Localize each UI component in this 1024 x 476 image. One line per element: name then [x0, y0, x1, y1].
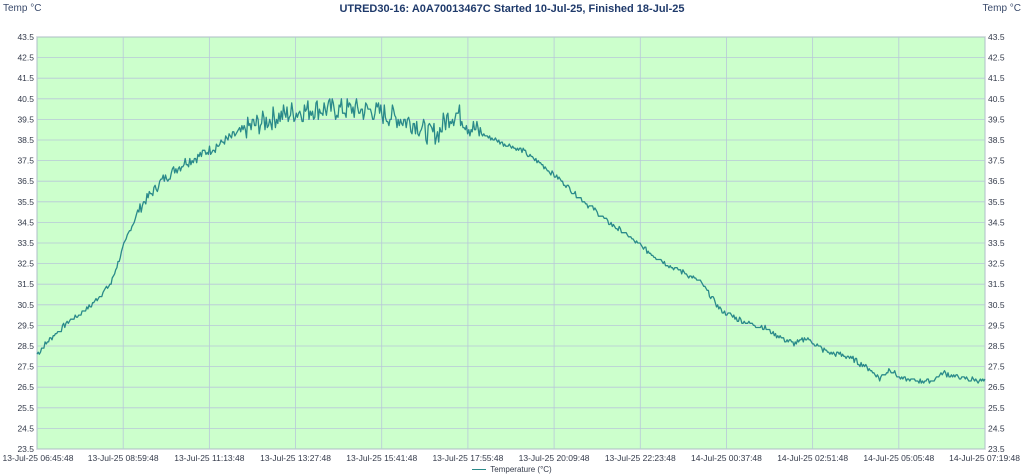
y-tick-label-right: 25.5 [988, 403, 1005, 413]
y-tick-label-left: 31.5 [17, 279, 34, 289]
y-tick-label-left: 40.5 [17, 94, 34, 104]
y-tick-label-right: 37.5 [988, 156, 1005, 166]
y-tick-label-right: 36.5 [988, 176, 1005, 186]
y-tick-label-right: 43.5 [988, 32, 1005, 42]
y-tick-labels-left: 43.5 42.5 41.5 40.5 39.5 38.5 37.5 36.5 35.5 34.5… [17, 32, 34, 454]
y-tick-label-right: 32.5 [988, 259, 1005, 269]
y-tick-label-left: 35.5 [17, 197, 34, 207]
y-tick-label-right: 28.5 [988, 341, 1005, 351]
y-tick-label-right: 34.5 [988, 217, 1005, 227]
y-tick-label-right: 26.5 [988, 382, 1005, 392]
x-tick-label: 13-Jul-25 22:23:48 [605, 453, 676, 463]
series-line-temperature [36, 98, 986, 384]
y-tick-label-left: 34.5 [17, 217, 34, 227]
y-tick-label-left: 36.5 [17, 176, 34, 186]
y-tick-labels-right: 43.5 42.5 41.5 40.5 39.5 38.5 37.5 36.5 35.5 34.5… [988, 32, 1005, 454]
y-tick-label-left: 43.5 [17, 32, 34, 42]
legend-label: Temperature (°C) [490, 465, 552, 474]
y-axis-label-left: Temp °C [3, 3, 42, 14]
legend: Temperature (°C) [0, 465, 1024, 474]
x-tick-label: 14-Jul-25 07:19:48 [949, 453, 1020, 463]
grid-lines [36, 36, 986, 450]
y-tick-label-right: 24.5 [988, 423, 1005, 433]
x-tick-labels: 13-Jul-25 06:45:48 13-Jul-25 08:59:48 13-J… [3, 453, 1021, 463]
x-tick-label: 13-Jul-25 20:09:48 [519, 453, 590, 463]
y-tick-label-left: 27.5 [17, 362, 34, 372]
y-tick-label-right: 27.5 [988, 362, 1005, 372]
y-tick-label-right: 40.5 [988, 94, 1005, 104]
y-tick-label-left: 28.5 [17, 341, 34, 351]
y-tick-label-left: 30.5 [17, 300, 34, 310]
y-axis-label-right: Temp °C [982, 3, 1021, 14]
legend-swatch [472, 469, 487, 471]
x-tick-label: 13-Jul-25 17:55:48 [432, 453, 503, 463]
y-tick-label-right: 35.5 [988, 197, 1005, 207]
y-tick-label-left: 25.5 [17, 403, 34, 413]
y-tick-label-right: 33.5 [988, 238, 1005, 248]
y-tick-label-left: 32.5 [17, 259, 34, 269]
y-tick-label-right: 41.5 [988, 73, 1005, 83]
y-tick-label-right: 23.5 [988, 444, 1005, 454]
y-tick-label-right: 39.5 [988, 114, 1005, 124]
y-tick-label-right: 38.5 [988, 135, 1005, 145]
y-tick-label-left: 42.5 [17, 53, 34, 63]
x-tick-label: 13-Jul-25 15:41:48 [346, 453, 417, 463]
y-tick-label-left: 33.5 [17, 238, 34, 248]
y-tick-label-left: 41.5 [17, 73, 34, 83]
x-tick-label: 14-Jul-25 00:37:48 [691, 453, 762, 463]
x-tick-label: 13-Jul-25 06:45:48 [3, 453, 74, 463]
x-tick-label: 13-Jul-25 13:27:48 [260, 453, 331, 463]
y-tick-label-left: 37.5 [17, 156, 34, 166]
y-tick-label-right: 31.5 [988, 279, 1005, 289]
y-tick-label-left: 29.5 [17, 320, 34, 330]
y-tick-label-left: 38.5 [17, 135, 34, 145]
y-tick-label-left: 24.5 [17, 423, 34, 433]
x-tick-label: 13-Jul-25 11:13:48 [174, 453, 245, 463]
x-tick-label: 14-Jul-25 02:51:48 [777, 453, 848, 463]
y-tick-label-right: 42.5 [988, 53, 1005, 63]
y-tick-label-left: 26.5 [17, 382, 34, 392]
y-tick-label-left: 39.5 [17, 114, 34, 124]
chart-title: UTRED30-16: A0A70013467C Started 10-Jul-… [339, 3, 685, 15]
x-tick-label: 13-Jul-25 08:59:48 [88, 453, 159, 463]
y-tick-label-right: 29.5 [988, 320, 1005, 330]
y-tick-label-right: 30.5 [988, 300, 1005, 310]
x-tick-label: 14-Jul-25 05:05:48 [863, 453, 934, 463]
y-tick-label-left: 23.5 [17, 444, 34, 454]
